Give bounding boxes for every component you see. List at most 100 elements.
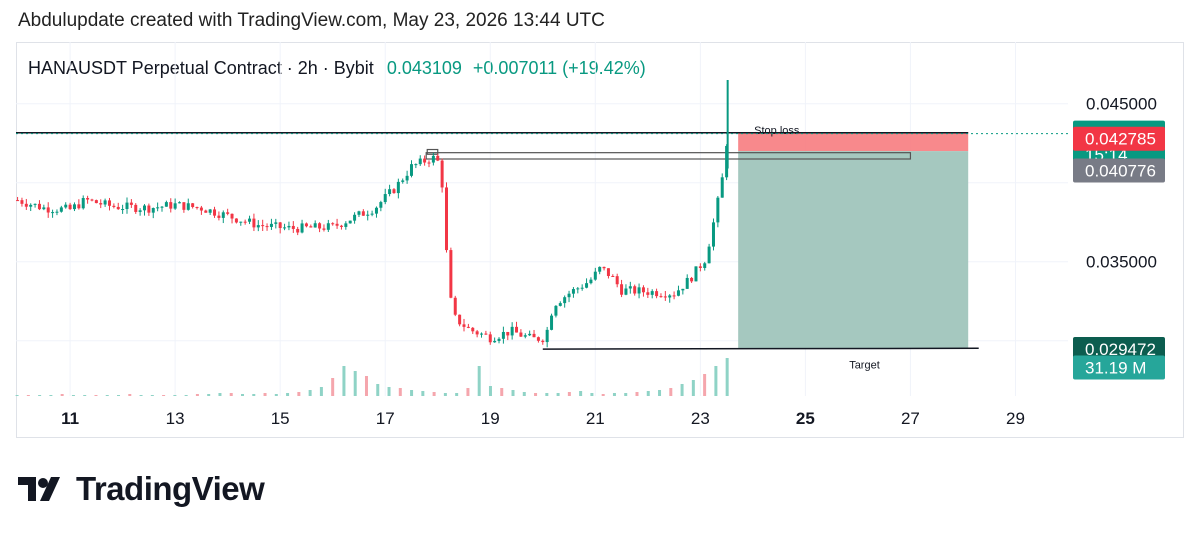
candle [283,227,287,229]
candle [248,218,252,222]
candle [208,209,212,213]
candle [641,287,645,293]
candle [287,225,291,228]
candle [29,204,33,207]
candle [409,164,413,176]
candle [707,246,711,264]
candle [213,209,217,216]
candle [436,155,440,161]
candle [694,266,698,282]
candle [519,332,523,337]
volume-bar [646,391,650,396]
candle [624,288,628,295]
x-tick-label: 11 [61,409,79,428]
candle [230,213,234,219]
volume-bar [714,366,718,396]
candle [506,331,510,336]
volume-bar [184,395,188,396]
x-tick-label: 19 [481,409,500,428]
candle [554,305,558,316]
candle [313,223,317,228]
candle [488,334,492,343]
x-tick-label: 29 [1006,409,1025,428]
volume-bar [488,386,492,396]
candle [300,223,304,233]
candle [204,210,208,213]
candle [269,223,273,227]
candle [593,271,597,280]
volume-bar [624,393,628,396]
tradingview-logo: TradingView [18,470,265,508]
candle [374,207,378,214]
candle [672,295,676,297]
candle [659,296,663,298]
candle [550,315,554,330]
volume-bar [353,371,357,396]
x-tick-label: 23 [691,409,710,428]
candle [716,197,720,223]
candle [156,207,160,209]
price-label-text: 31.19 M [1085,359,1146,378]
candle [458,314,462,325]
candle [462,324,466,327]
candle [37,203,41,210]
candle [217,215,221,218]
volume-bar [534,393,538,396]
volume-bar [229,393,233,396]
candle [449,250,453,298]
volume-bar [545,393,549,396]
candle [405,175,409,181]
candle [252,218,256,228]
stop-loss-label: Stop loss [754,125,800,137]
candle [344,223,348,227]
candle [151,208,155,213]
candle [103,200,107,205]
candle [427,162,431,164]
zone-box-small [426,148,439,155]
candle [698,266,702,268]
candle [655,291,659,297]
price-label-text: 0.029472 [1085,340,1156,359]
candle [471,327,475,332]
volume-bar [410,390,414,396]
volume-bar [364,376,368,396]
candle [668,295,672,298]
candle [191,203,195,207]
tradingview-logo-icon [18,477,60,501]
volume-bar [241,394,245,396]
candle [121,209,125,211]
volume-bar [71,395,75,396]
tradingview-logo-text: TradingView [76,470,265,507]
candle [598,266,602,272]
y-tick-label: 0.035000 [1086,253,1157,272]
candle [637,287,641,294]
candle [278,222,282,229]
candle [291,225,295,229]
candle [423,158,427,163]
volume-bar [49,395,53,396]
candle [243,221,247,223]
candle [501,331,505,339]
candle [318,223,322,229]
x-tick-label: 27 [901,409,920,428]
chart-frame [16,42,1184,438]
candle [129,202,133,205]
chart-caption: Abdulupdate created with TradingView.com… [18,10,605,31]
volume-bar [477,366,481,396]
volume-bar [331,378,335,396]
candle [33,203,37,205]
volume-bar [398,388,402,396]
volume-bar [173,395,177,396]
candle [523,335,527,337]
candle [589,279,593,284]
price-label-badge [1073,355,1165,380]
candle [160,206,164,208]
candle [309,226,313,228]
candle [379,202,383,208]
candle [221,212,225,218]
candle [357,211,361,215]
candle [628,286,632,289]
candle [711,222,715,247]
candle [274,222,278,224]
